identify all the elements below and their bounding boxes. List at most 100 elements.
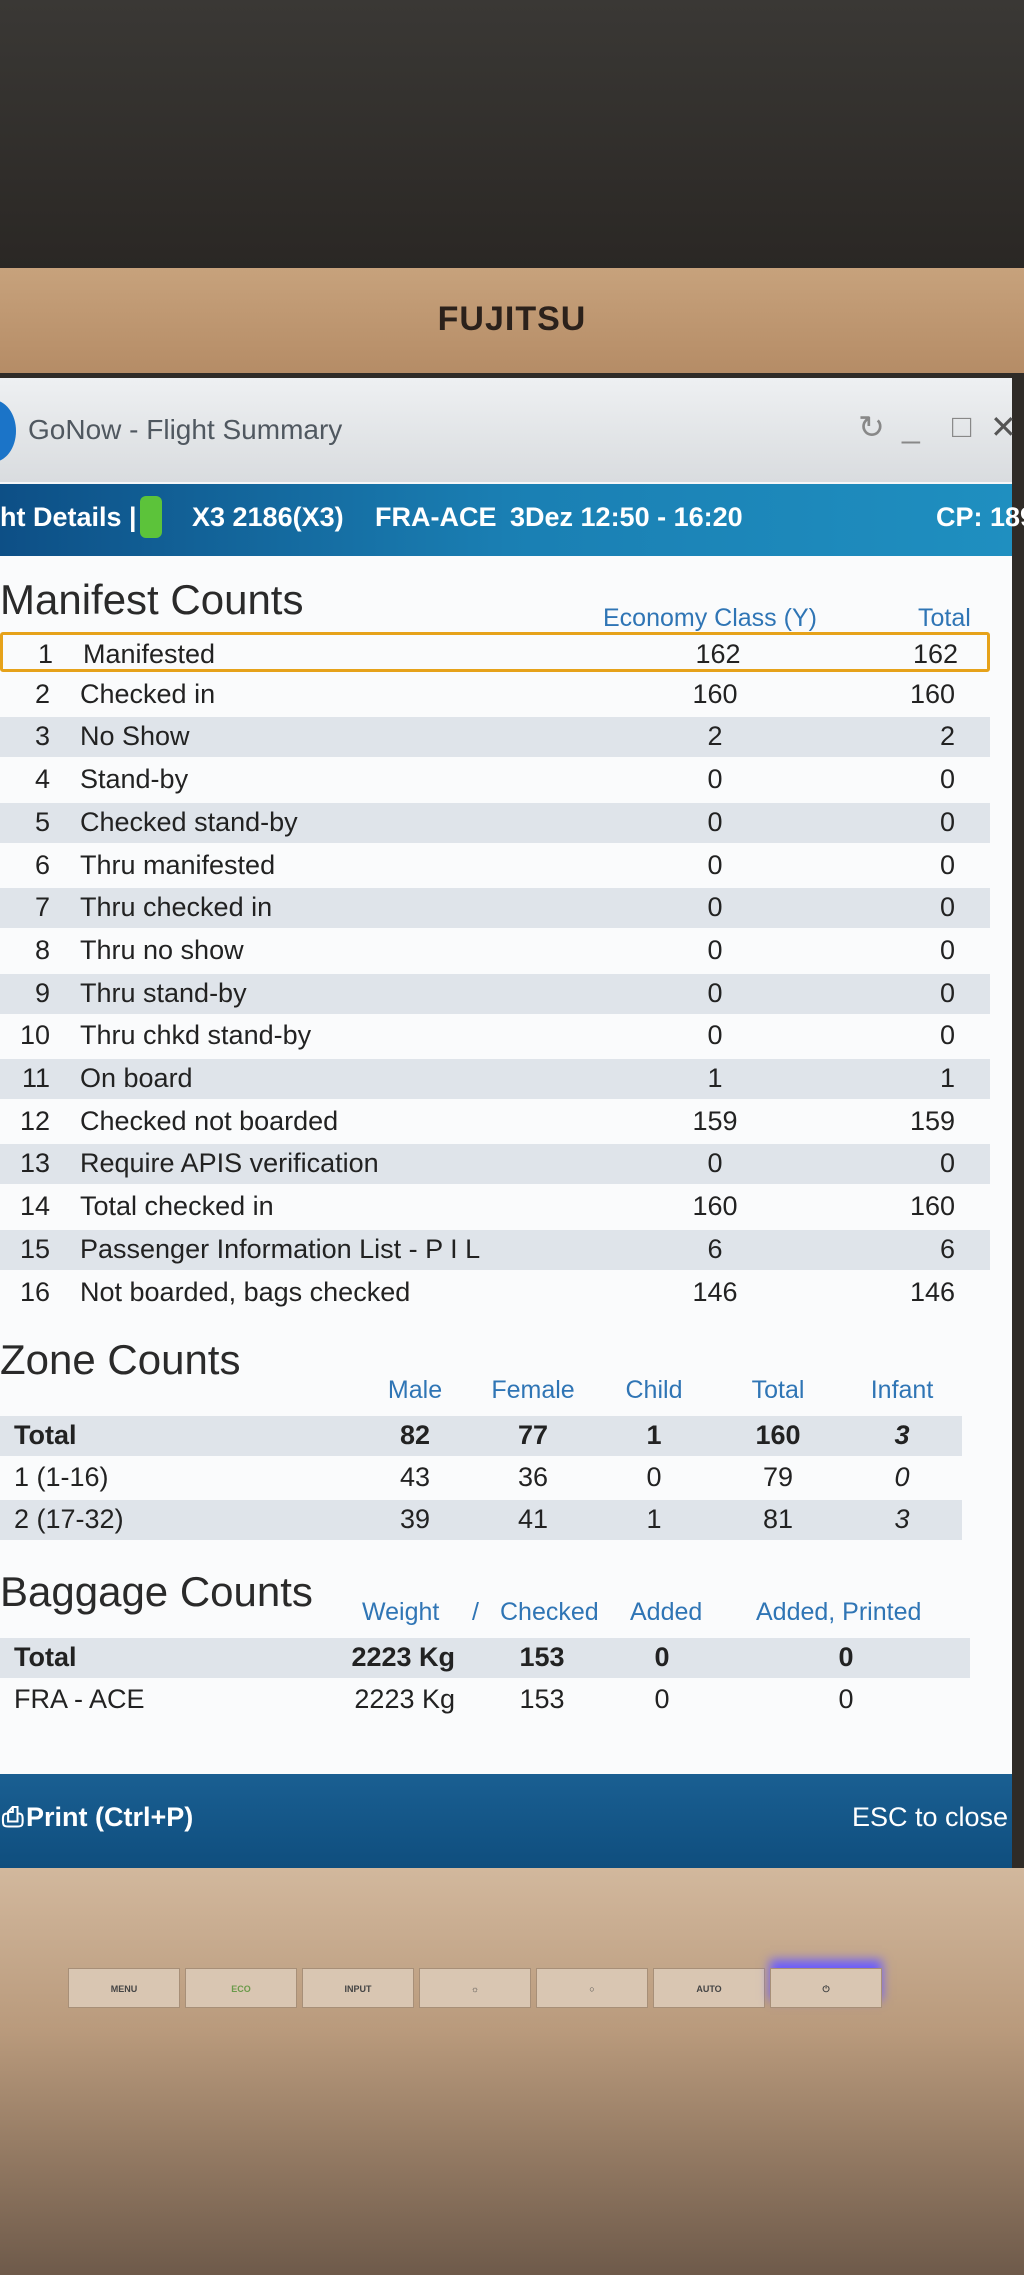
total-value: 0 — [939, 764, 955, 795]
esc-close-label[interactable]: ESC to close — [852, 1802, 1009, 1832]
row-number: 1 — [37, 639, 53, 669]
baggage-value: 153 — [519, 1684, 565, 1714]
manifest-row[interactable]: 10 Thru chkd stand-by 0 0 — [0, 1016, 990, 1056]
passenger-icon — [140, 496, 162, 538]
manifest-row[interactable]: 11 On board 1 1 — [0, 1059, 990, 1099]
baggage-row: FRA - ACE 2223 Kg 153 0 0 — [0, 1680, 970, 1720]
print-icon[interactable]: ⎙ — [2, 1802, 24, 1832]
zone-title: Zone Counts — [0, 1336, 241, 1383]
baggage-value: 2223 Kg — [354, 1684, 455, 1714]
window-title: GoNow - Flight Summary — [28, 414, 343, 445]
total-value: 0 — [939, 934, 955, 965]
baggage-value: 2223 Kg — [351, 1642, 455, 1672]
economy-value: 0 — [707, 977, 723, 1008]
flight-info-bar: ht Details | X3 2186(X3) FRA-ACE 3Dez 12… — [0, 484, 1024, 556]
manifest-row[interactable]: 16 Not boarded, bags checked 146 146 — [0, 1273, 990, 1313]
manifest-row[interactable]: 4 Stand-by 0 0 — [0, 760, 990, 800]
economy-value: 159 — [692, 1105, 738, 1136]
zone-label: Total — [14, 1420, 77, 1450]
monitor-button[interactable]: ⏻ — [770, 1968, 882, 2008]
flight-summary-window: GoNow - Flight Summary ↻ _ □ ✕ ht Detail… — [0, 378, 1024, 1868]
flight-details-tab[interactable]: ht Details | — [0, 502, 137, 532]
close-button[interactable]: ✕ — [990, 409, 1017, 445]
manifest-row[interactable]: 9 Thru stand-by 0 0 — [0, 973, 990, 1014]
baggage-col-header: Weight — [362, 1598, 440, 1626]
economy-value: 160 — [692, 1191, 738, 1222]
zone-col-header: Infant — [870, 1376, 934, 1404]
total-value: 0 — [939, 977, 955, 1008]
row-number: 8 — [34, 934, 50, 965]
row-number: 15 — [19, 1233, 50, 1264]
monitor-logo: FUJITSU — [437, 300, 587, 338]
monitor-button[interactable]: MENU — [68, 1968, 180, 2008]
economy-value: 0 — [707, 764, 723, 795]
monitor-bezel-top — [0, 268, 1024, 373]
monitor-button[interactable]: ☼ — [419, 1968, 531, 2008]
manifest-row[interactable]: 5 Checked stand-by 0 0 — [0, 802, 990, 843]
row-label: Require APIS verification — [80, 1148, 379, 1179]
total-value: 2 — [939, 721, 955, 752]
baggage-col-header: / — [472, 1598, 479, 1626]
row-number: 3 — [34, 721, 50, 752]
row-label: Not boarded, bags checked — [80, 1276, 411, 1307]
manifest-row[interactable]: 12 Checked not boarded 159 159 — [0, 1102, 990, 1142]
col-economy: Economy Class (Y) — [603, 604, 817, 632]
monitor-button[interactable]: INPUT — [302, 1968, 414, 2008]
manifest-row[interactable]: 1 Manifested 162 162 — [0, 632, 990, 672]
manifest-row[interactable]: 13 Require APIS verification 0 0 — [0, 1144, 990, 1185]
total-value: 160 — [909, 678, 955, 709]
row-number: 13 — [19, 1148, 50, 1179]
row-label: Stand-by — [80, 764, 189, 795]
manifest-row[interactable]: 8 Thru no show 0 0 — [0, 931, 990, 971]
row-number: 5 — [34, 806, 50, 837]
date-time: 3Dez 12:50 - 16:20 — [510, 502, 743, 532]
monitor-button[interactable]: ○ — [536, 1968, 648, 2008]
zone-col-header: Female — [491, 1376, 575, 1404]
row-number: 11 — [21, 1063, 50, 1093]
flight-number: X3 2186(X3) — [192, 502, 344, 532]
economy-value: 0 — [707, 1020, 723, 1051]
monitor-bezel-bottom — [0, 1868, 1024, 2275]
row-number: 12 — [19, 1105, 50, 1136]
manifest-row[interactable]: 6 Thru manifested 0 0 — [0, 846, 990, 886]
zone-value: 77 — [517, 1420, 549, 1450]
maximize-button[interactable]: □ — [952, 408, 972, 444]
total-value: 1 — [939, 1063, 955, 1093]
cp-value: CP: 189 — [936, 502, 1024, 532]
total-value: 162 — [912, 639, 958, 669]
manifest-row[interactable]: 2 Checked in 160 160 — [0, 675, 990, 715]
total-value: 146 — [909, 1276, 955, 1307]
total-value: 160 — [909, 1191, 955, 1222]
row-label: Thru checked in — [80, 892, 273, 923]
total-value: 0 — [939, 1148, 955, 1179]
row-number: 4 — [34, 764, 50, 795]
baggage-label: Total — [14, 1642, 77, 1672]
baggage-title: Baggage Counts — [0, 1568, 313, 1615]
col-total: Total — [918, 604, 971, 632]
row-number: 16 — [19, 1276, 50, 1307]
zone-value: 1 — [646, 1420, 662, 1450]
zone-value: 160 — [755, 1420, 801, 1450]
content: Manifest Counts Economy Class (Y) Total … — [0, 556, 1012, 1774]
print-button[interactable]: Print (Ctrl+P) — [26, 1802, 194, 1832]
baggage-col-header: Added, Printed — [756, 1598, 922, 1626]
zone-col-header: Child — [625, 1376, 683, 1404]
row-label: Thru chkd stand-by — [80, 1020, 312, 1051]
row-number: 2 — [34, 678, 50, 709]
manifest-row[interactable]: 14 Total checked in 160 160 — [0, 1187, 990, 1227]
manifest-row[interactable]: 3 No Show 2 2 — [0, 717, 990, 758]
manifest-row[interactable]: 15 Passenger Information List - P I L 6 6 — [0, 1229, 990, 1270]
refresh-icon[interactable]: ↻ — [858, 409, 885, 445]
zone-value: 41 — [517, 1504, 549, 1534]
manifest-row[interactable]: 7 Thru checked in 0 0 — [0, 888, 990, 929]
row-label: Checked stand-by — [80, 806, 298, 837]
economy-value: 160 — [692, 678, 738, 709]
baggage-row: Total 2223 Kg 153 0 0 — [0, 1638, 970, 1678]
minimize-button[interactable]: _ — [902, 408, 920, 444]
background — [0, 0, 1024, 270]
zone-value: 0 — [646, 1462, 662, 1492]
total-value: 6 — [939, 1233, 955, 1264]
monitor-button[interactable]: AUTO — [653, 1968, 765, 2008]
monitor-button[interactable]: ECO — [185, 1968, 297, 2008]
economy-value: 0 — [707, 934, 723, 965]
